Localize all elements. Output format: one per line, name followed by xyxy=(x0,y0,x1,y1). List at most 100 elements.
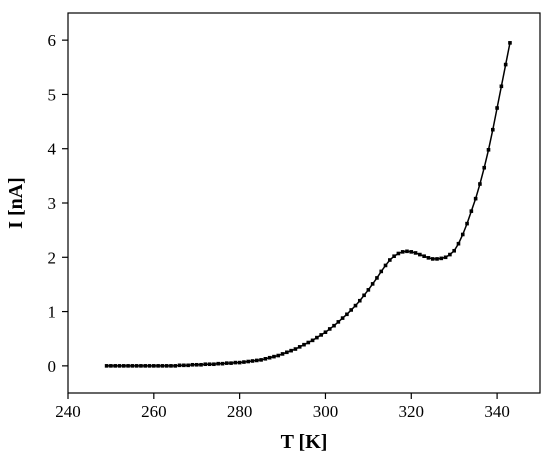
data-point xyxy=(409,250,414,254)
data-point xyxy=(216,361,220,366)
x-tick-label: 280 xyxy=(227,402,253,421)
data-point xyxy=(508,41,512,45)
data-point xyxy=(400,250,405,254)
data-point xyxy=(439,256,444,261)
data-point xyxy=(422,254,426,258)
data-point xyxy=(486,148,491,152)
plot-frame xyxy=(67,12,541,394)
data-point xyxy=(456,241,461,246)
data-point xyxy=(452,248,456,253)
data-point xyxy=(478,182,482,186)
data-point xyxy=(319,333,323,337)
data-point xyxy=(327,327,332,331)
data-point xyxy=(182,363,186,368)
data-point xyxy=(310,338,315,343)
data-point xyxy=(169,364,173,368)
data-point xyxy=(503,62,508,67)
y-tick-label: 2 xyxy=(48,248,57,267)
data-point xyxy=(306,340,311,345)
data-point xyxy=(207,362,212,367)
x-tick-label: 300 xyxy=(313,402,339,421)
data-point xyxy=(139,364,143,368)
data-point xyxy=(332,323,336,328)
data-point xyxy=(255,358,259,363)
data-point xyxy=(388,258,392,262)
data-point xyxy=(405,249,409,254)
data-point xyxy=(237,360,242,365)
data-point xyxy=(285,350,289,355)
data-point xyxy=(340,316,345,320)
data-point xyxy=(383,263,388,268)
data-point xyxy=(104,364,109,368)
data-point xyxy=(302,342,306,347)
data-point xyxy=(349,308,353,312)
data-point xyxy=(130,364,135,368)
data-point xyxy=(212,362,216,367)
data-point xyxy=(224,361,229,365)
data-point xyxy=(194,362,199,367)
data-point xyxy=(499,84,504,89)
data-point xyxy=(357,298,362,303)
data-point xyxy=(345,312,349,317)
data-point xyxy=(353,303,358,308)
data-point xyxy=(448,252,452,257)
data-point xyxy=(250,359,255,363)
data-point xyxy=(229,361,233,365)
data-point xyxy=(186,363,190,368)
data-point xyxy=(203,362,208,367)
x-tick-label: 240 xyxy=(55,402,81,421)
data-point xyxy=(375,276,379,280)
data-point xyxy=(246,359,251,364)
data-point xyxy=(276,353,281,358)
data-point xyxy=(117,364,122,368)
data-point xyxy=(473,196,478,201)
x-tick-label: 340 xyxy=(484,402,510,421)
data-line xyxy=(106,42,511,367)
data-point xyxy=(379,269,384,274)
data-point xyxy=(233,360,238,365)
data-point xyxy=(465,221,469,226)
data-point xyxy=(315,335,319,340)
data-point xyxy=(259,358,263,362)
data-point xyxy=(460,232,465,237)
data-point xyxy=(152,364,156,368)
y-tick-label: 6 xyxy=(48,31,57,50)
data-point xyxy=(370,282,375,286)
data-point xyxy=(267,355,272,360)
data-point xyxy=(280,352,285,356)
data-point xyxy=(495,106,499,110)
y-tick-label: 3 xyxy=(48,194,57,213)
data-point xyxy=(362,293,366,298)
data-point xyxy=(396,251,401,256)
y-axis-label: I [nA] xyxy=(5,177,27,229)
data-point xyxy=(491,127,495,132)
data-point xyxy=(272,354,276,359)
data-point xyxy=(293,347,298,351)
data-point xyxy=(190,362,195,367)
data-point xyxy=(126,364,130,368)
data-point xyxy=(242,360,246,364)
data-point xyxy=(418,252,422,257)
data-point xyxy=(263,357,268,361)
data-point xyxy=(289,348,293,353)
data-point xyxy=(430,257,435,261)
data-point xyxy=(147,364,152,368)
data-point xyxy=(482,165,487,170)
data-point xyxy=(366,288,371,292)
data-point xyxy=(392,254,396,258)
data-point xyxy=(336,320,341,324)
data-point xyxy=(134,364,139,368)
data-point xyxy=(160,364,165,368)
x-axis-label: T [K] xyxy=(281,431,328,453)
data-point xyxy=(109,364,113,368)
data-point xyxy=(177,363,182,368)
data-point xyxy=(113,364,117,368)
data-point xyxy=(156,364,160,368)
y-tick-label: 1 xyxy=(48,303,57,322)
data-point xyxy=(435,257,439,261)
data-point xyxy=(199,362,203,367)
x-tick-label: 260 xyxy=(141,402,167,421)
data-point xyxy=(426,256,431,260)
data-point xyxy=(469,209,474,213)
